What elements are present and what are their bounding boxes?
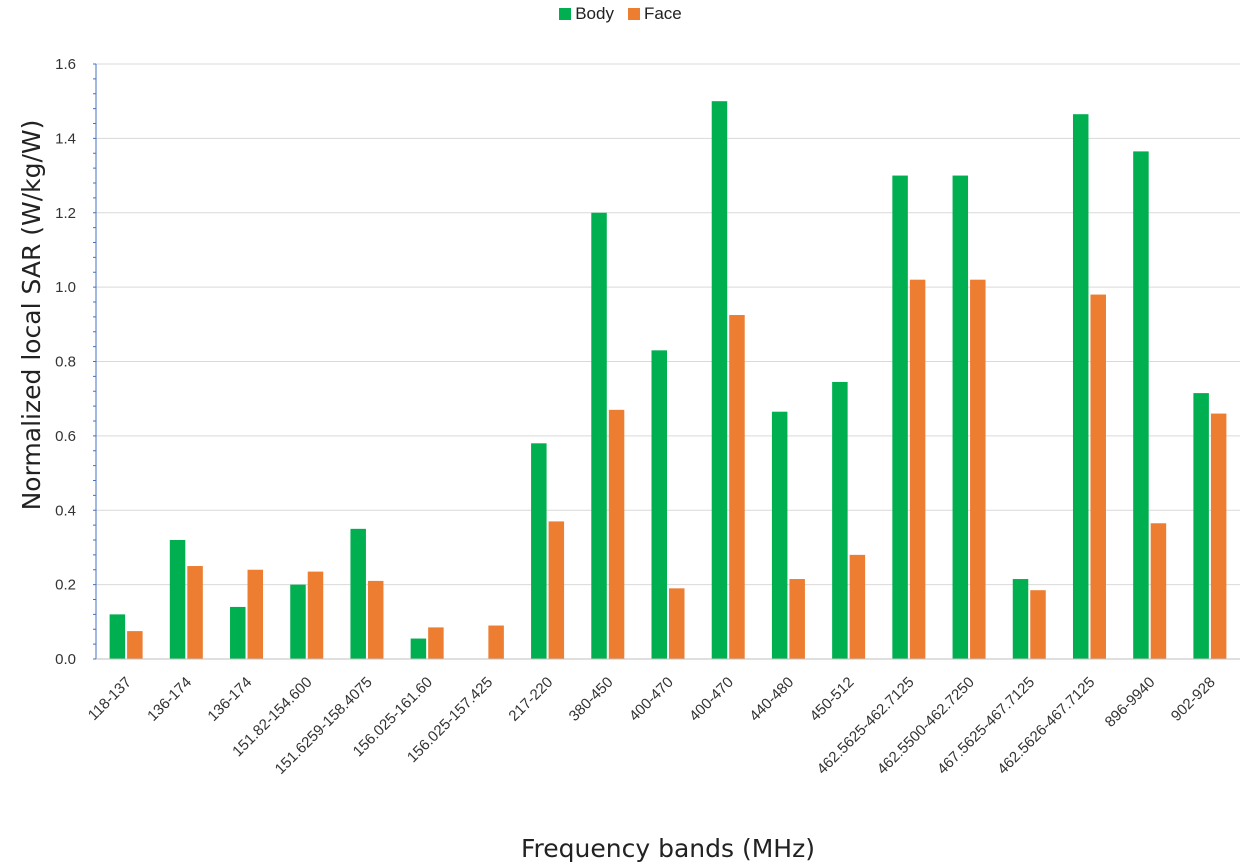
y-tick-label: 1.2 <box>55 205 76 222</box>
x-tick-label: 136-174 <box>144 674 195 725</box>
y-tick-label: 0.6 <box>55 428 76 445</box>
x-tick-label: 136-174 <box>204 674 255 725</box>
x-tick-label: 896-9940 <box>1102 674 1159 731</box>
bar-face <box>247 569 264 659</box>
bar-face <box>970 279 986 659</box>
bar-body <box>832 381 848 659</box>
bar-face <box>367 580 384 659</box>
x-tick-label: 902-928 <box>1168 674 1219 725</box>
bar-face <box>428 627 444 659</box>
bar-body <box>591 212 607 659</box>
bars <box>109 101 1227 659</box>
bar-body <box>1072 114 1089 659</box>
bar-face <box>307 571 324 659</box>
legend-item-face: Face <box>627 4 682 24</box>
bar-body <box>892 175 908 659</box>
y-tick-label: 0.2 <box>55 577 76 594</box>
bar-body <box>410 638 427 659</box>
bar-body <box>169 540 186 659</box>
x-tick-label: 400-470 <box>686 674 737 725</box>
chart-legend: Body Face <box>0 4 1241 24</box>
bar-face <box>127 631 143 659</box>
bar-body <box>771 411 788 659</box>
bar-body <box>109 614 126 659</box>
bar-face <box>1210 413 1227 659</box>
y-tick-label: 0.0 <box>55 651 76 668</box>
legend-label-body: Body <box>575 4 614 23</box>
y-tick-label: 1.4 <box>55 130 76 147</box>
bar-face <box>608 409 625 659</box>
gridlines <box>96 63 1240 586</box>
y-tick-label: 1.6 <box>55 56 76 73</box>
x-tick-label: 380-450 <box>566 674 617 725</box>
bar-face <box>548 521 565 659</box>
bar-face <box>849 554 866 659</box>
bar-face <box>729 315 745 659</box>
legend-swatch-face <box>627 8 640 20</box>
x-tick-label: 450-512 <box>807 674 858 725</box>
x-tick-label: 217-220 <box>505 674 556 725</box>
bar-body <box>531 443 547 659</box>
y-tick-label: 0.8 <box>55 354 76 371</box>
x-tick-label: 400-470 <box>626 674 677 725</box>
bar-body <box>651 350 667 659</box>
bar-face <box>488 625 504 659</box>
bar-body <box>952 175 969 659</box>
y-tick-label: 0.4 <box>55 502 76 519</box>
legend-item-body: Body <box>559 4 614 24</box>
bar-body <box>290 584 306 659</box>
bar-face <box>1090 294 1106 659</box>
legend-swatch-body <box>559 8 572 20</box>
bar-body <box>1193 393 1209 659</box>
bar-body <box>1133 151 1149 659</box>
legend-label-face: Face <box>643 4 682 23</box>
x-axis-title: Frequency bands (MHz) <box>521 834 815 863</box>
bar-body <box>230 606 246 659</box>
x-tick-label: 440-480 <box>746 674 797 725</box>
x-tick-label: 118-137 <box>85 674 135 724</box>
y-tick-label: 1.0 <box>55 279 76 296</box>
bar-body <box>711 101 728 659</box>
bar-face <box>1150 523 1167 659</box>
bar-face <box>669 588 685 659</box>
bar-face <box>909 279 926 659</box>
bar-face <box>1030 590 1046 659</box>
bar-body <box>1012 579 1029 659</box>
bar-face <box>187 566 203 659</box>
bar-body <box>350 528 366 659</box>
bar-face <box>789 579 805 659</box>
y-axis-title: Normalized local SAR (W/kg/W) <box>17 120 46 511</box>
